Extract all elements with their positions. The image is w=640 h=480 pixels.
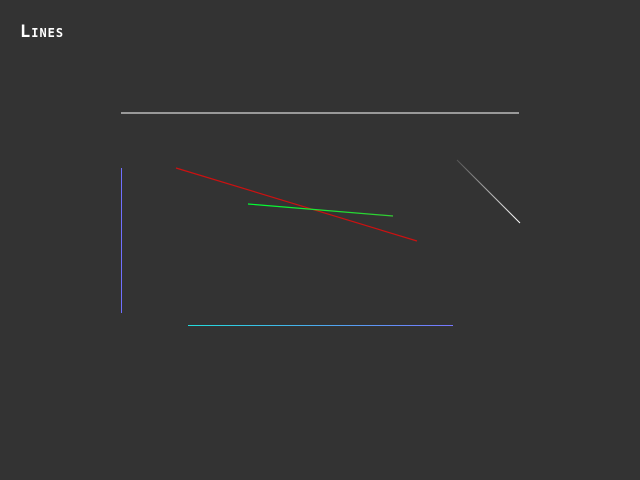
red-line xyxy=(175,167,418,242)
green-line xyxy=(247,203,394,217)
diagonal-gray-line xyxy=(456,159,521,224)
screen-title: Lines xyxy=(20,22,65,42)
